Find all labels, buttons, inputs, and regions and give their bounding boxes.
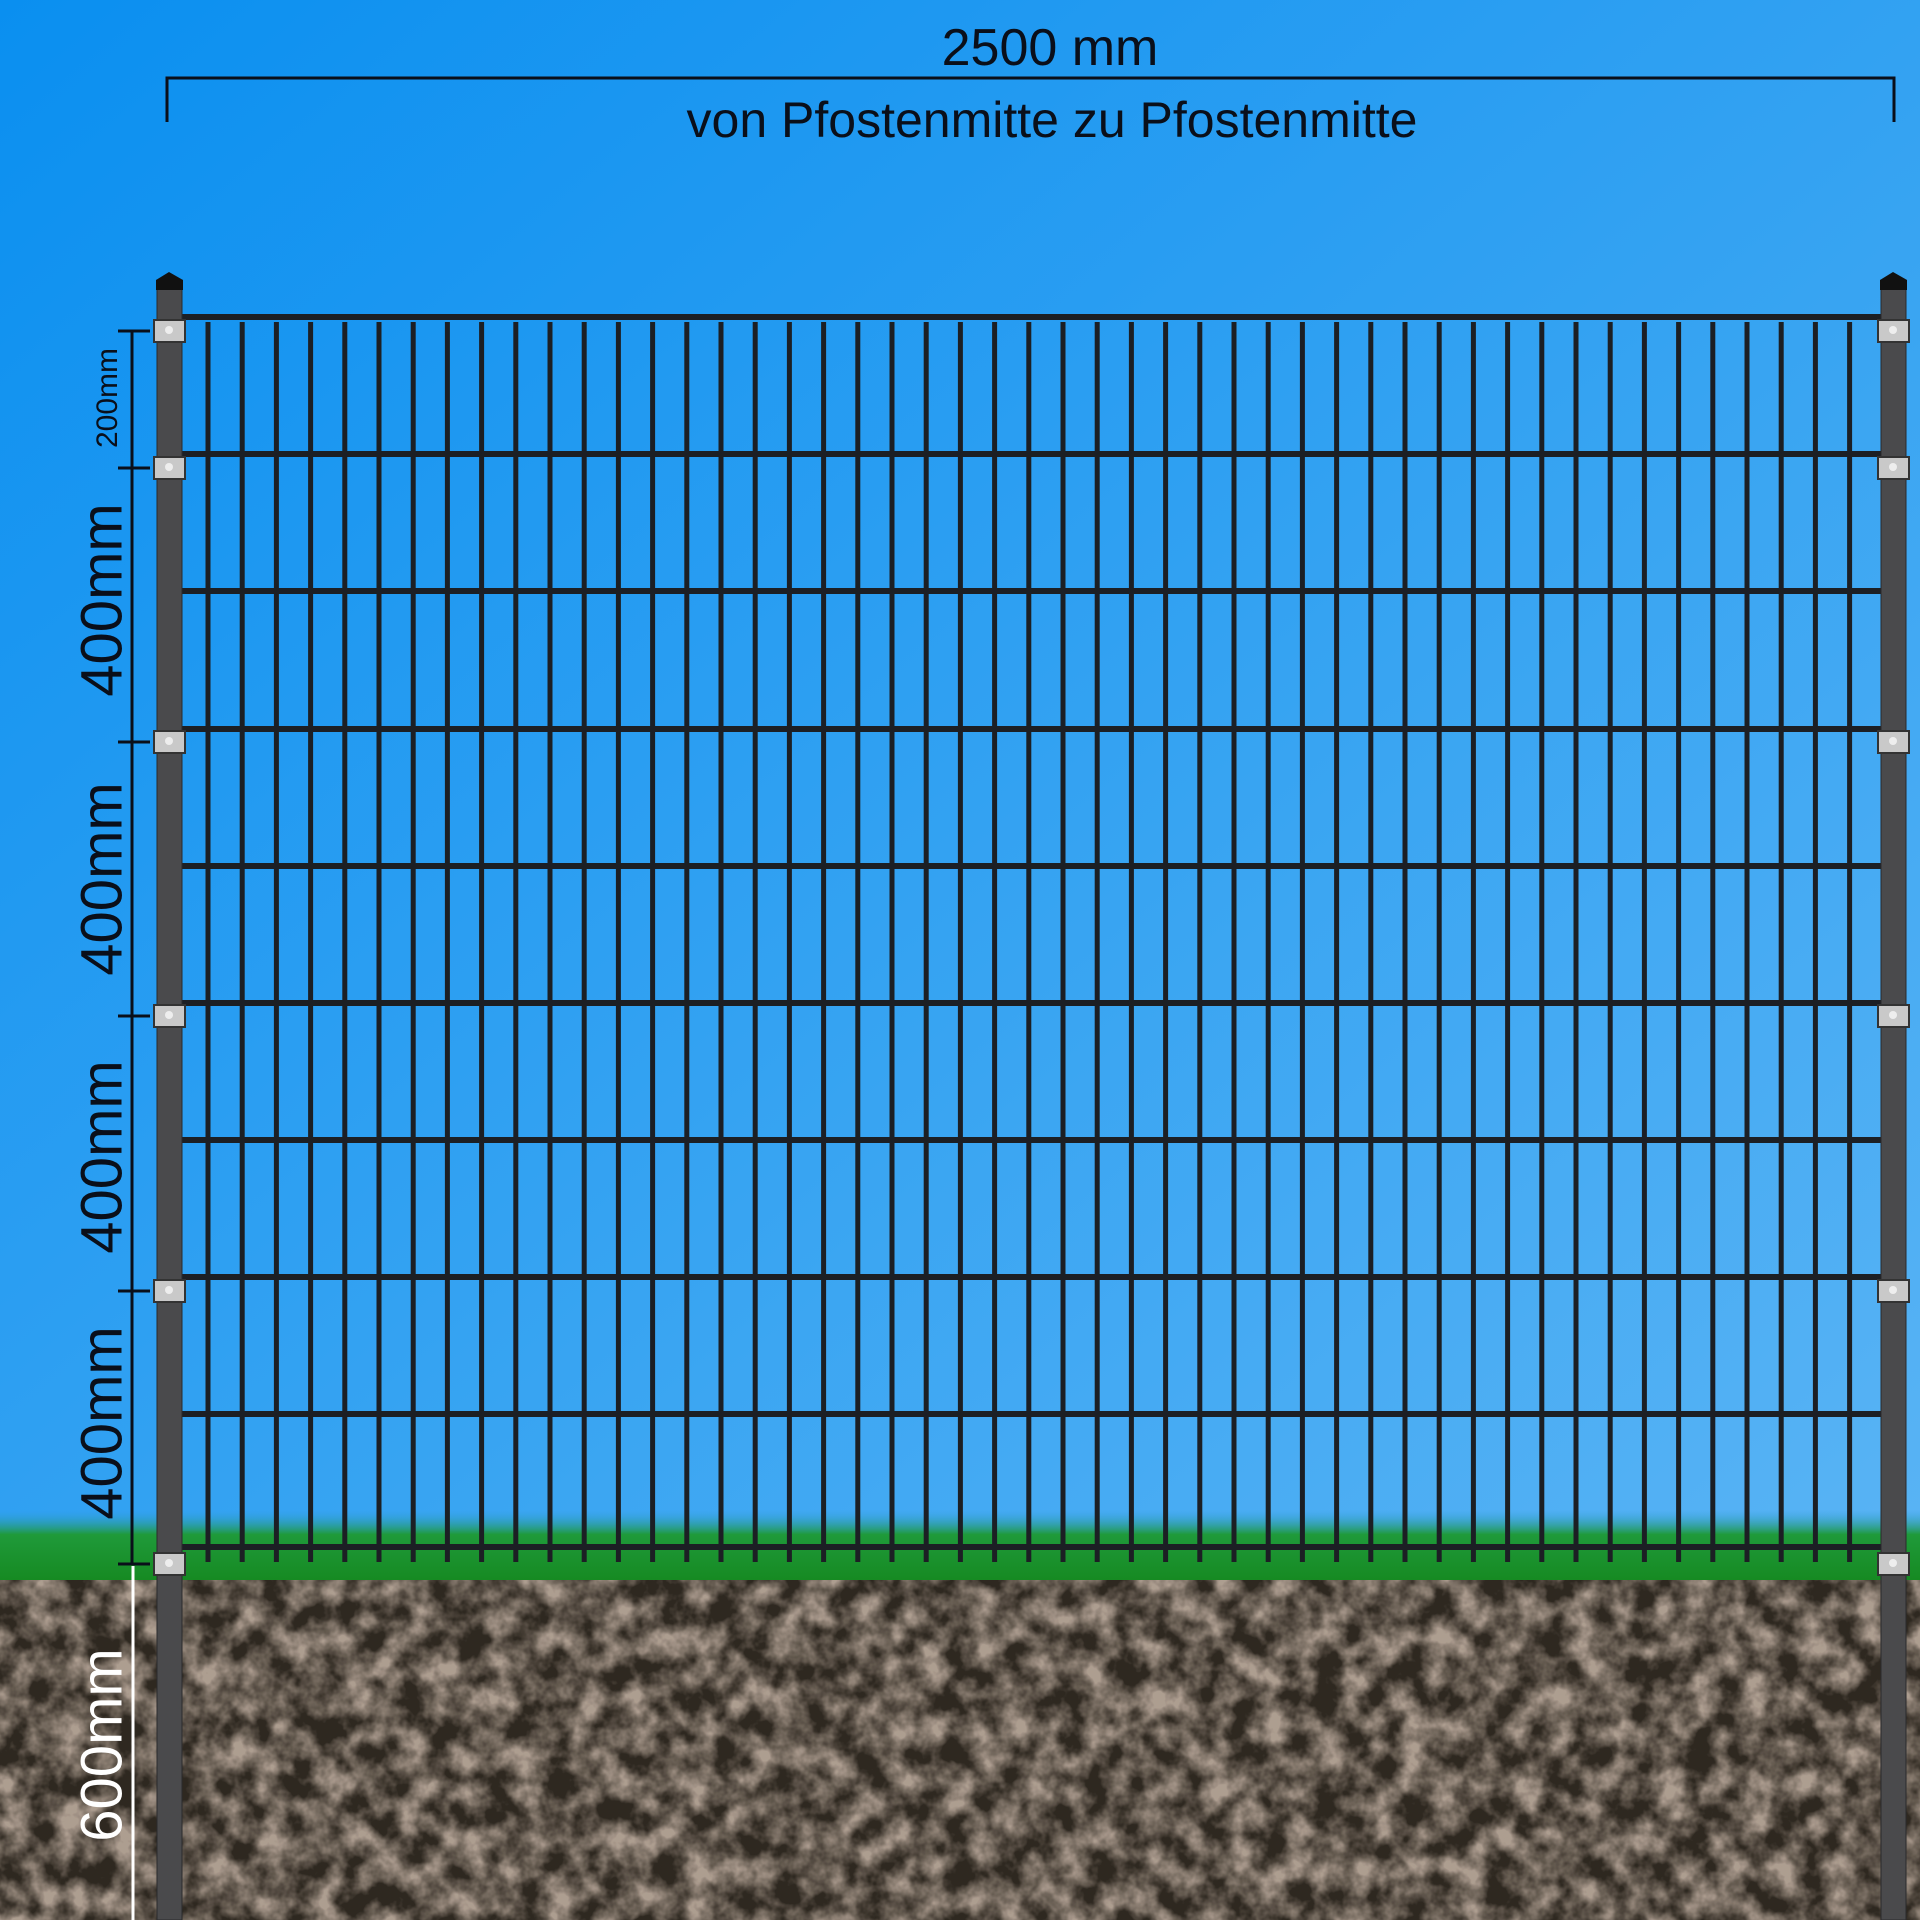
clamp-bolt <box>165 737 173 745</box>
clamp-bolt <box>1889 737 1897 745</box>
clamp-bolt <box>1889 1286 1897 1294</box>
width-dimension-line <box>165 76 1896 122</box>
height-label-400-3: 400mm <box>69 1060 135 1254</box>
clamp-bolt <box>165 1286 173 1294</box>
post-cap <box>156 272 183 290</box>
width-caption: von Pfostenmitte zu Pfostenmitte <box>686 92 1418 148</box>
height-label-400-4: 400mm <box>69 1326 135 1520</box>
height-label-200: 200mm <box>91 347 124 449</box>
dimension-lines <box>118 76 1896 1920</box>
soil-texture <box>0 1570 1920 1920</box>
clamp-bolt <box>1889 1559 1897 1567</box>
width-label: 2500 mm <box>941 19 1159 77</box>
clamp-bolt <box>165 326 173 334</box>
height-label-400-1: 400mm <box>69 503 135 697</box>
clamp-bolt <box>165 1011 173 1019</box>
fence-post <box>156 279 183 1920</box>
clamp-bolt <box>1889 1011 1897 1019</box>
depth-label: 600mm <box>69 1648 135 1842</box>
clamp-bolt <box>1889 326 1897 334</box>
post-cap <box>1880 272 1907 290</box>
height-label-400-2: 400mm <box>69 782 135 976</box>
clamp-bolt <box>165 463 173 471</box>
clamp-bolt <box>1889 463 1897 471</box>
fence <box>153 272 1910 1920</box>
fence-post <box>1880 279 1907 1920</box>
clamp-bolt <box>165 1559 173 1567</box>
